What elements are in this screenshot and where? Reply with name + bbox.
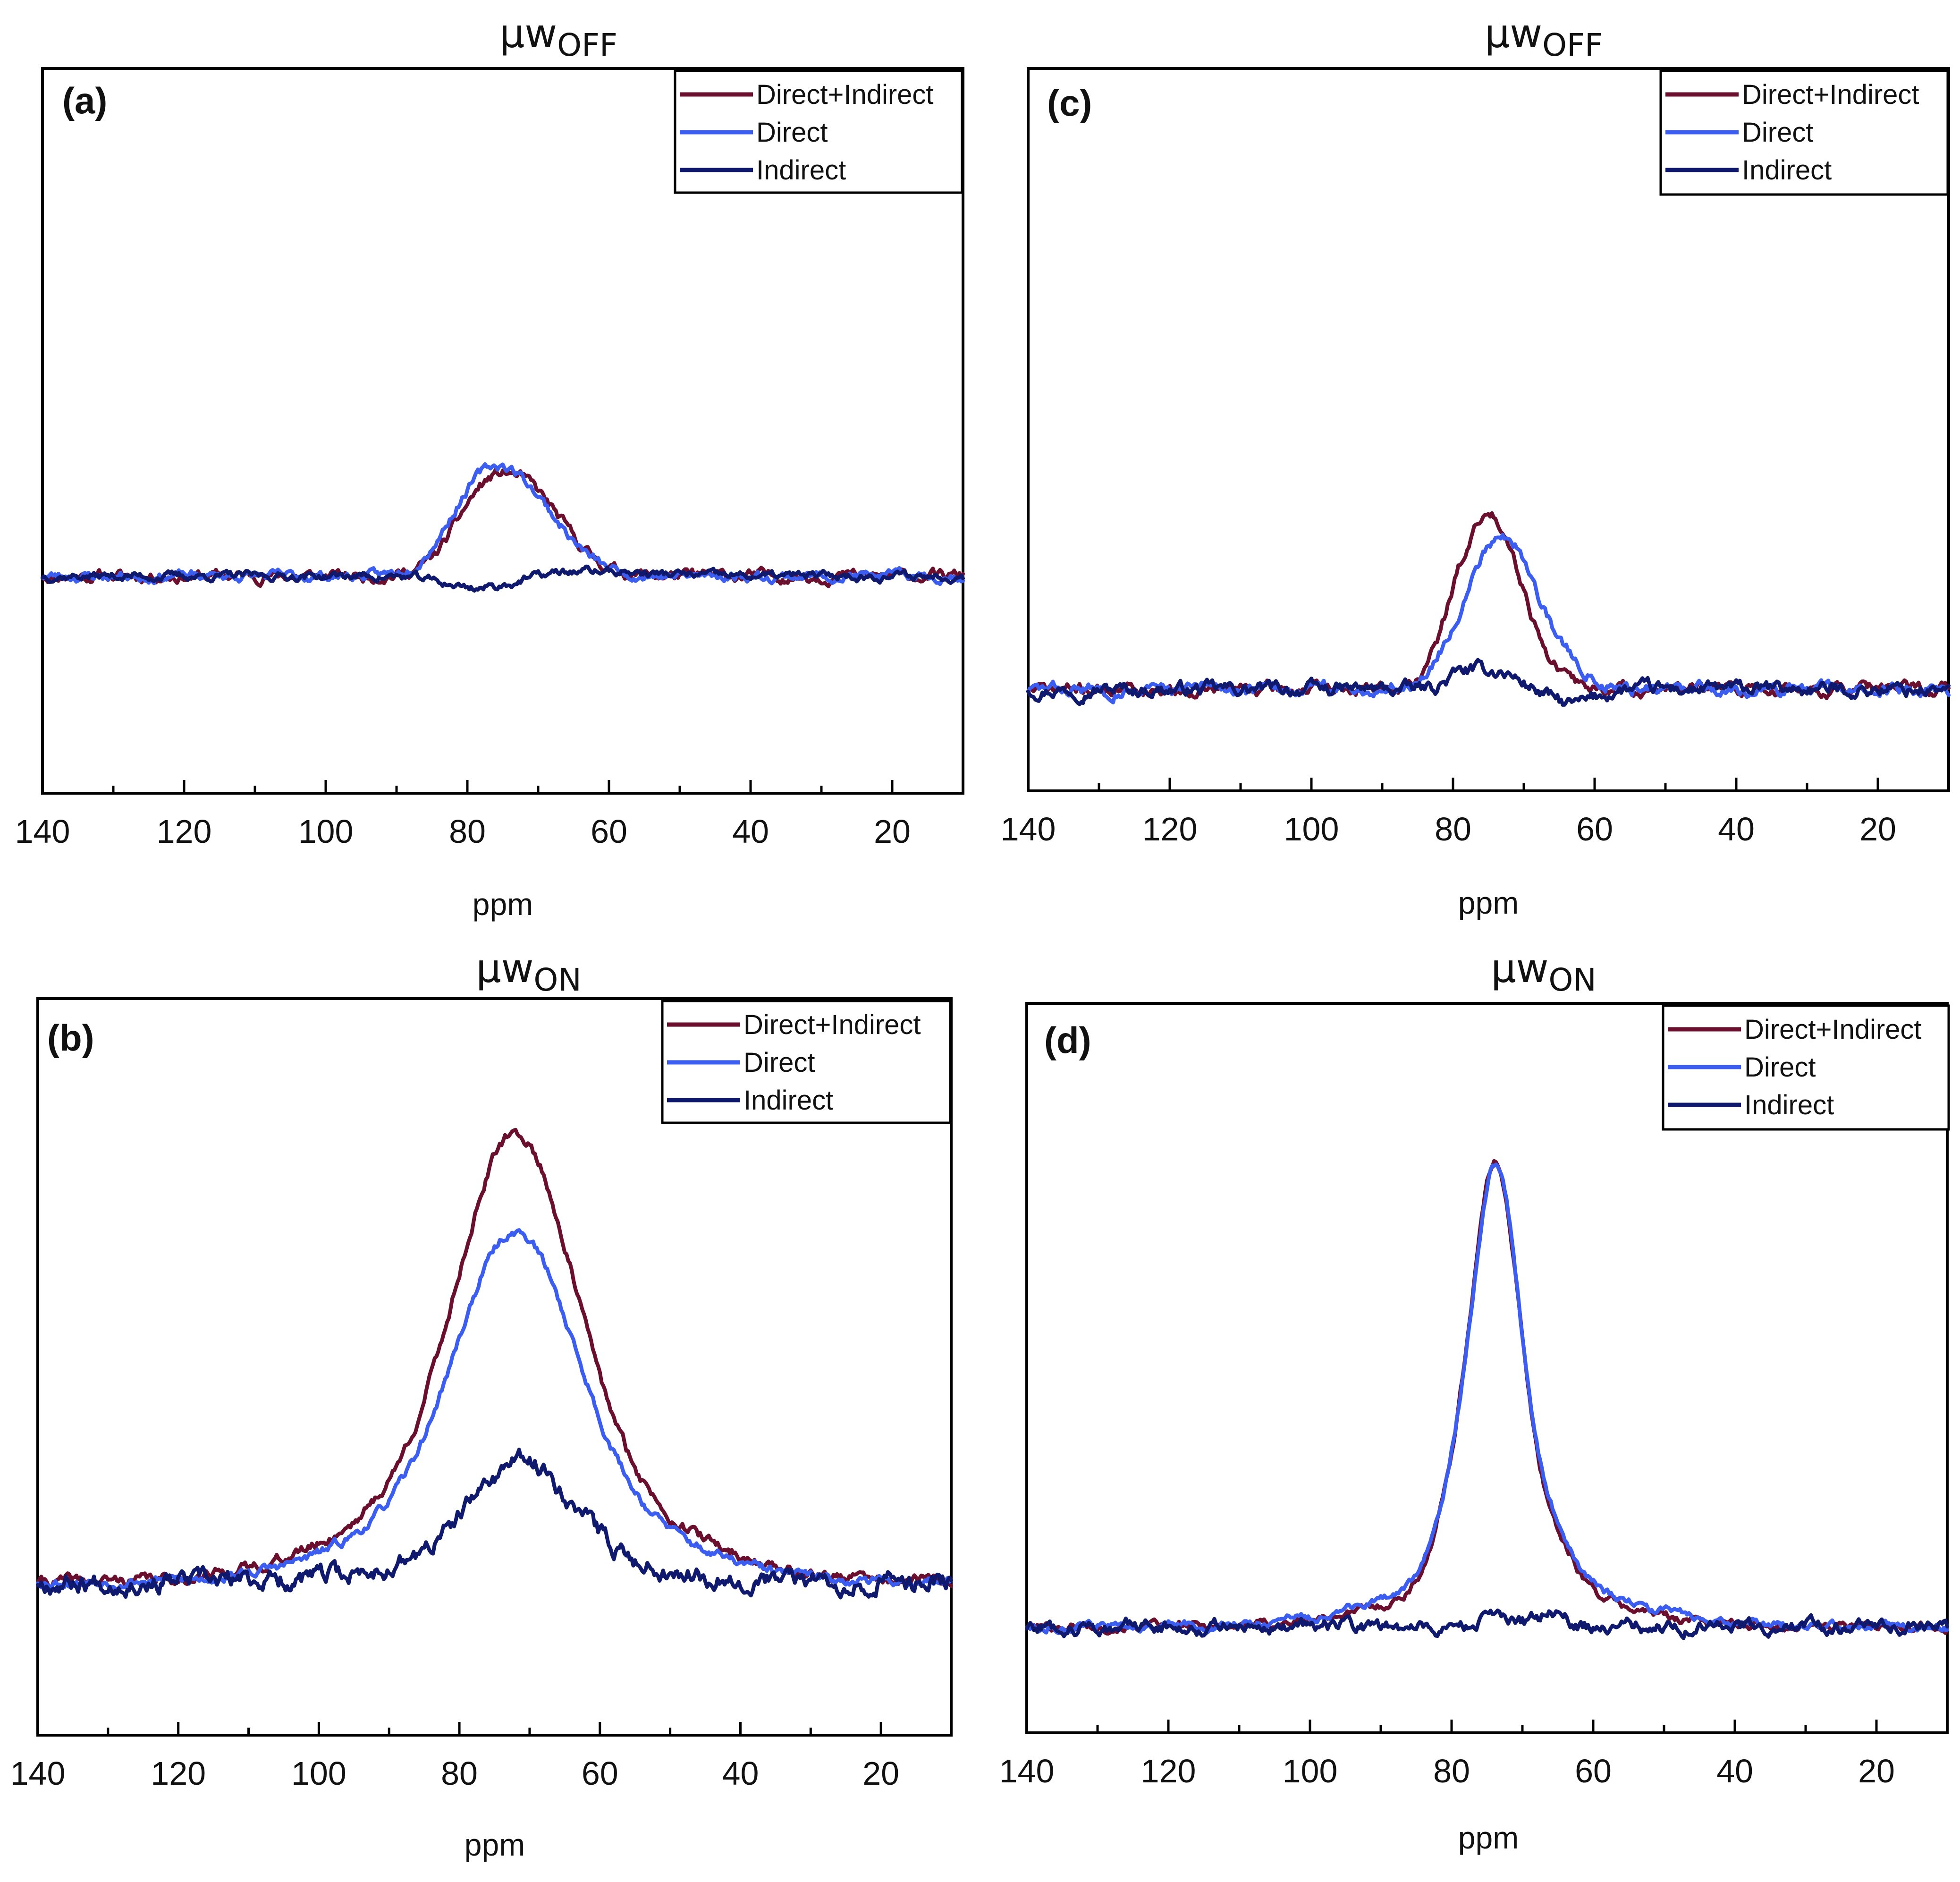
x-tick-label: 60	[1576, 811, 1613, 848]
panel-d-frame	[1025, 1002, 1949, 1734]
legend-entry: Direct+Indirect	[756, 79, 934, 110]
x-tick-label: 60	[1575, 1753, 1612, 1789]
panel-b-series	[36, 1128, 953, 1600]
panel-c-legend: Direct+Indirect Direct Indirect	[1659, 69, 1949, 196]
panel-b: μwON 140 120 100 80 60 40 20 (b) ppm Direct+In…	[10, 945, 953, 1862]
x-tick-label: 140	[15, 813, 70, 850]
panel-d-series	[1025, 1159, 1949, 1640]
panel-b-label: (b)	[47, 1017, 94, 1059]
x-tick-label: 120	[151, 1755, 206, 1792]
legend-entry: Direct	[1744, 1052, 1816, 1083]
panel-c-series	[1026, 511, 1951, 707]
series-line-direct-indirect	[1025, 1159, 1949, 1636]
x-tick-label: 120	[1142, 811, 1198, 848]
panel-a-series	[41, 462, 965, 593]
x-tick-label: 140	[1001, 811, 1056, 848]
legend-entry: Indirect	[743, 1085, 833, 1116]
legend-entry: Indirect	[756, 155, 846, 186]
x-tick-label: 80	[1433, 1753, 1470, 1789]
x-tick-label: 140	[999, 1753, 1055, 1789]
x-tick-label: 100	[298, 813, 354, 850]
x-tick-label: 80	[441, 1755, 478, 1792]
legend-entry: Direct	[743, 1047, 815, 1078]
legend-entry: Direct	[1742, 117, 1813, 148]
legend-entry: Direct+Indirect	[743, 1009, 921, 1040]
x-tick-label: 20	[1858, 1753, 1895, 1789]
panel-a-frame	[41, 67, 964, 795]
x-tick-label: 100	[291, 1755, 346, 1792]
series-line-direct	[41, 462, 965, 586]
x-tick-label: 60	[582, 1755, 618, 1792]
panel-b-title: μwON	[476, 945, 581, 998]
x-tick-label: 120	[1141, 1753, 1196, 1789]
x-tick-label: 40	[732, 813, 769, 850]
legend-entry: Indirect	[1744, 1090, 1834, 1120]
legend-entry: Direct+Indirect	[1744, 1014, 1922, 1045]
panel-d-ticks: 140 120 100 80 60 40 20	[999, 1720, 1949, 1789]
panel-a-title: μwOFF	[499, 10, 617, 63]
x-tick-label: 140	[10, 1755, 66, 1792]
series-line-indirect	[41, 564, 965, 593]
panel-c: μwOFF 140 120 100 80 60 40 20 (c) ppm Direct+I…	[1001, 10, 1951, 920]
legend-entry: Indirect	[1742, 155, 1832, 186]
panel-d-label: (d)	[1044, 1019, 1091, 1061]
series-line-direct	[1025, 1162, 1949, 1636]
legend-entry: Direct	[756, 117, 828, 148]
panel-b-legend: Direct+Indirect Direct Indirect	[661, 1000, 952, 1124]
x-tick-label: 80	[1435, 811, 1471, 848]
panel-d-legend: Direct+Indirect Direct Indirect	[1662, 1004, 1950, 1131]
x-tick-label: 20	[862, 1755, 899, 1792]
panel-a-xlabel: ppm	[473, 887, 533, 922]
series-line-indirect	[36, 1448, 953, 1600]
series-line-direct-indirect	[1026, 511, 1951, 700]
panel-c-frame	[1027, 67, 1950, 792]
x-tick-label: 20	[874, 813, 911, 850]
panel-b-xlabel: ppm	[465, 1827, 525, 1862]
panel-d-title: μwON	[1491, 945, 1596, 998]
x-tick-label: 120	[157, 813, 212, 850]
panel-c-label: (c)	[1047, 82, 1092, 124]
panel-d: μwON 140 120 100 80 60 40 20 (d) ppm Direct+In…	[999, 945, 1950, 1855]
panel-c-xlabel: ppm	[1458, 885, 1519, 920]
series-line-indirect	[1026, 658, 1951, 707]
panel-a-ticks: 140 120 100 80 60 40 20	[15, 780, 964, 850]
x-tick-label: 40	[722, 1755, 759, 1792]
panel-d-xlabel: ppm	[1458, 1820, 1519, 1855]
x-tick-label: 40	[1718, 811, 1755, 848]
x-tick-label: 60	[591, 813, 627, 850]
panel-b-frame	[36, 997, 953, 1737]
x-tick-label: 100	[1284, 811, 1339, 848]
series-line-indirect	[1025, 1608, 1949, 1640]
panel-a-label: (a)	[62, 80, 107, 121]
legend-entry: Direct+Indirect	[1742, 79, 1919, 110]
panel-a: μwOFF 140 120 100 80 60 40 20 (a) ppm Direct+I…	[15, 10, 965, 922]
series-line-direct-indirect	[36, 1128, 953, 1589]
x-tick-label: 100	[1283, 1753, 1338, 1789]
series-line-direct	[36, 1228, 953, 1592]
x-tick-label: 20	[1859, 811, 1896, 848]
panel-c-title: μwOFF	[1485, 10, 1603, 63]
panel-b-ticks: 140 120 100 80 60 40 20	[10, 1722, 953, 1792]
x-tick-label: 80	[449, 813, 486, 850]
panel-a-legend: Direct+Indirect Direct Indirect	[674, 69, 963, 194]
panel-c-ticks: 140 120 100 80 60 40 20	[1001, 778, 1950, 848]
series-line-direct	[1026, 533, 1951, 704]
series-line-direct-indirect	[41, 467, 965, 588]
x-tick-label: 40	[1716, 1753, 1753, 1789]
